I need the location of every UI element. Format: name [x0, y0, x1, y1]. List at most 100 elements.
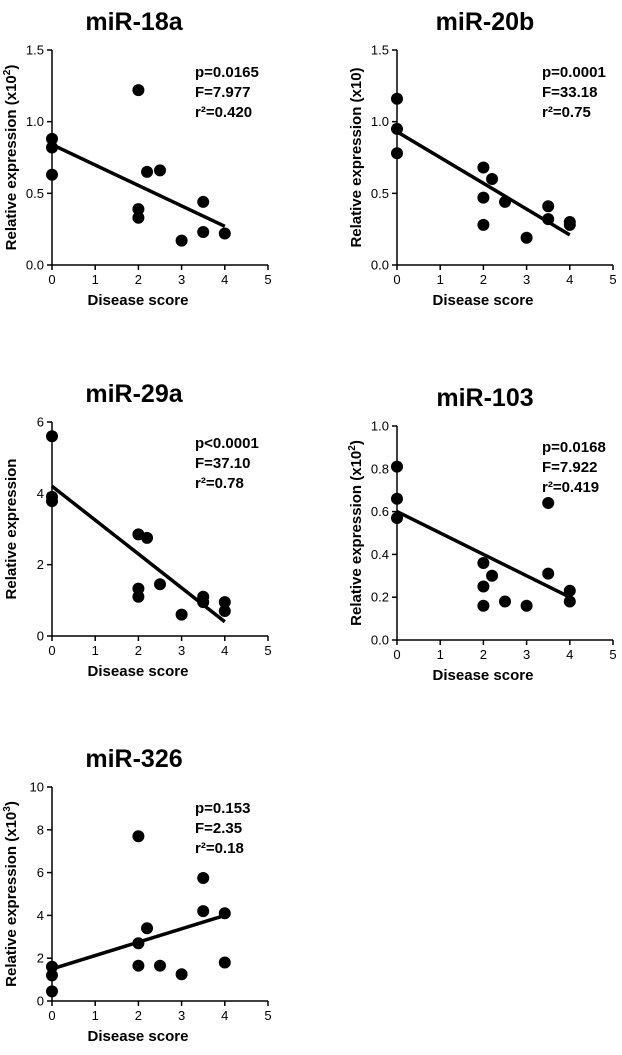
chart-1-data-point [175, 234, 188, 247]
chart-4-stat-2: F=7.922 [542, 459, 597, 476]
chart-3-y-tick-label: 4 [37, 486, 44, 501]
chart-3-data-point [132, 590, 145, 603]
chart-4-data-point [499, 595, 511, 608]
chart-4-y-tick-label: 0.2 [371, 590, 389, 605]
chart-4-group: miR-103 0 1 2 3 4 5 0.0 0.2 0.4 0.6 0.8 1.0 Disease s… [347, 384, 617, 684]
chart-2-stat-1: p=0.0001 [542, 64, 606, 81]
chart-4-y-label-close: ) [348, 440, 365, 445]
chart-2-fit-line [396, 130, 571, 237]
chart-1-data-point [132, 203, 145, 216]
chart-4-fit-line [396, 510, 571, 599]
chart-2-y-tick-label: 1.0 [371, 114, 389, 129]
chart-2-data-point [542, 200, 555, 213]
chart-4-data-point [542, 497, 555, 510]
chart-4-y-label-exponent: 2 [347, 445, 358, 451]
chart-4-x-tick-label: 4 [566, 647, 573, 662]
chart-4-data-point [391, 492, 403, 505]
chart-3-y-label: Relative expression [3, 459, 20, 600]
chart-3-y-tick-label: 2 [37, 557, 44, 572]
chart-5-data-point [132, 830, 145, 843]
chart-3-data-point [46, 430, 58, 443]
chart-2-data-point [486, 173, 499, 185]
chart-2-y-tick-label: 1.5 [371, 43, 389, 58]
chart-3-data-point [46, 495, 58, 508]
chart-4-x-tick-label: 0 [393, 647, 400, 662]
chart-5-data-point [218, 956, 231, 969]
chart-4-data-point [563, 584, 576, 597]
chart-3-x-label: Disease score [88, 663, 189, 680]
chart-2-stat-3: r²=0.75 [542, 104, 591, 121]
chart-2-data-point [391, 147, 403, 160]
chart-3-stat-1: p<0.0001 [195, 435, 259, 452]
chart-4-data-point [563, 595, 576, 608]
chart-1-x-tick-label: 0 [48, 272, 55, 287]
chart-4-data-point [542, 567, 555, 580]
chart-5-y-tick-label: 6 [37, 865, 44, 880]
chart-4-data-point [520, 599, 533, 612]
chart-1-y-tick-label: 1.5 [26, 43, 44, 58]
chart-2-data-point [391, 92, 403, 105]
chart-5-x-tick-label: 4 [221, 1008, 228, 1023]
chart-5-y-label-close: ) [3, 801, 20, 806]
chart-4-data-point [486, 569, 499, 582]
chart-1-x-tick-label: 1 [92, 272, 99, 287]
chart-3-data-point [154, 578, 166, 591]
chart-1-stat-3: r²=0.420 [195, 104, 252, 121]
chart-5-data-point [46, 960, 58, 973]
chart-5-group: miR-326 0 1 2 3 4 5 0 2 4 6 8 10 Disease score Relativ… [2, 745, 272, 1045]
chart-5-y-tick-label: 2 [37, 951, 44, 966]
chart-3-group: miR-29a 0 1 2 3 4 5 0 2 4 6 Disease score Relative e… [3, 380, 272, 680]
chart-5-x-tick-label: 1 [92, 1008, 99, 1023]
chart-5-x-tick-label: 2 [135, 1008, 142, 1023]
chart-5-x-tick-label: 5 [264, 1008, 271, 1023]
chart-1-y-label-text: Relative expression (x10 [3, 75, 20, 250]
chart-1-data-point [46, 132, 58, 145]
chart-4-y-tick-label: 0.8 [371, 461, 389, 476]
chart-1-x-tick-label: 5 [264, 272, 271, 287]
chart-3-data-point [175, 608, 188, 621]
chart-3-data-point [197, 596, 210, 609]
chart-1-data-point [141, 165, 154, 178]
chart-4-data-point [391, 512, 403, 525]
chart-2-data-point [542, 213, 555, 226]
chart-4-y-tick-label: 0.0 [371, 633, 389, 648]
chart-5-x-tick-label: 0 [48, 1008, 55, 1023]
chart-1-data-point [197, 195, 210, 208]
chart-2-data-point [499, 195, 511, 208]
chart-4-data-point [477, 599, 490, 612]
chart-1-data-point [46, 141, 58, 154]
chart-2-stat-2: F=33.18 [542, 84, 597, 101]
chart-1-y-label-close: ) [3, 65, 20, 70]
chart-5-y-label: Relative expression (x103) [2, 801, 20, 987]
chart-5-data-point [218, 907, 231, 920]
chart-3-x-tick-label: 5 [264, 643, 271, 658]
chart-5-y-label-text: Relative expression (x10 [3, 812, 20, 987]
chart-5-y-tick-label: 10 [30, 780, 44, 795]
chart-2-y-tick-label: 0.0 [371, 258, 389, 273]
chart-1-data-point [132, 84, 145, 97]
chart-4-data-point [391, 460, 403, 473]
chart-2-data-point [520, 231, 533, 244]
chart-5-stat-3: r²=0.18 [195, 840, 244, 857]
chart-3-y-tick-label: 6 [37, 415, 44, 430]
chart-2-group: miR-20b 0 1 2 3 4 5 0.0 0.5 1.0 1.5 Disease score Re… [348, 8, 617, 309]
chart-2-y-label-text: Relative expression (x10) [348, 67, 365, 247]
chart-4-stat-3: r²=0.419 [542, 479, 599, 496]
chart-5-stat-2: F=2.35 [195, 820, 242, 837]
chart-5-y-tick-label: 8 [37, 822, 44, 837]
chart-3-stat-2: F=37.10 [195, 455, 250, 472]
chart-5-data-point [197, 905, 210, 918]
chart-2-data-point [477, 161, 490, 174]
chart-2-x-tick-label: 3 [523, 272, 530, 287]
chart-2-y-label: Relative expression (x10) [348, 67, 365, 247]
chart-4-y-label-text: Relative expression (x10 [348, 451, 365, 626]
chart-5-y-tick-label: 0 [37, 994, 44, 1009]
chart-3-x-tick-label: 1 [92, 643, 99, 658]
chart-3-x-tick-label: 0 [48, 643, 55, 658]
chart-3-x-tick-label: 2 [135, 643, 142, 658]
chart-4-data-point [477, 556, 490, 569]
chart-2-x-tick-label: 2 [480, 272, 487, 287]
chart-2-x-tick-label: 1 [437, 272, 444, 287]
chart-1-data-point [46, 168, 58, 181]
